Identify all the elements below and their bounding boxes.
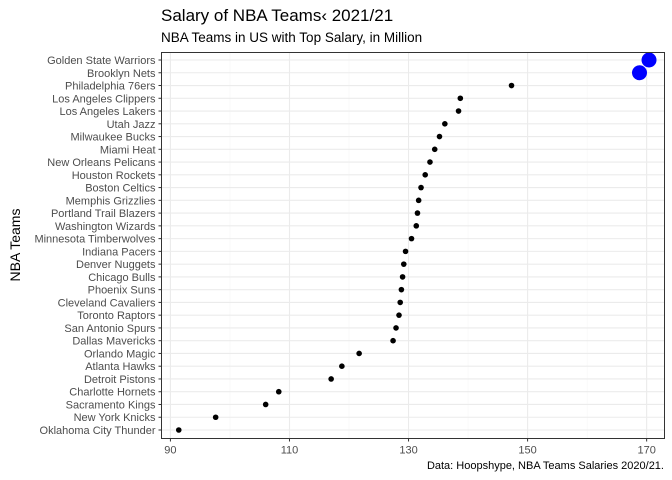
y-tick-label: Oklahoma City Thunder <box>40 425 156 437</box>
y-tick-label: Minnesota Timberwolves <box>34 234 156 246</box>
data-point <box>415 197 422 204</box>
y-tick-label: Orlando Magic <box>84 348 156 360</box>
y-tick-label: Washington Wizards <box>55 221 156 233</box>
y-tick-label: Dallas Mavericks <box>72 336 156 348</box>
data-point <box>393 325 399 331</box>
y-tick-label: Phoenix Suns <box>88 285 156 297</box>
x-tick-label: 170 <box>637 445 655 457</box>
y-tick-label: Toronto Raptors <box>77 310 156 322</box>
panel-border <box>161 52 665 439</box>
y-tick-label: Brooklyn Nets <box>87 68 156 80</box>
data-point <box>397 299 404 306</box>
data-point <box>455 108 462 114</box>
y-tick-label: New York Knicks <box>74 412 156 424</box>
data-point <box>431 146 438 153</box>
data-point <box>508 82 515 89</box>
y-tick-label: Charlotte Hornets <box>69 387 156 399</box>
y-tick-label: Portland Trail Blazers <box>51 208 156 220</box>
y-tick-label: Los Angeles Lakers <box>59 106 156 118</box>
data-point <box>396 312 402 318</box>
data-point <box>339 363 345 370</box>
x-tick-label: 150 <box>518 445 536 457</box>
x-tick-label: 90 <box>164 445 176 457</box>
data-point <box>262 401 269 408</box>
y-axis-title: NBA Teams <box>7 209 23 282</box>
chart-title: Salary of NBA Teams‹ 2021/21 <box>161 6 393 25</box>
y-tick-label: Utah Jazz <box>107 119 156 131</box>
y-tick-label: Golden State Warriors <box>47 55 156 67</box>
y-tick-label: Detroit Pistons <box>84 374 156 386</box>
data-point <box>398 286 405 293</box>
y-tick-label: Miami Heat <box>100 144 156 156</box>
y-tick-label: Houston Rockets <box>72 170 156 182</box>
data-point <box>328 376 334 382</box>
highlight-point <box>641 52 657 68</box>
y-tick-label: Boston Celtics <box>85 183 156 195</box>
data-point <box>400 261 407 267</box>
data-point <box>414 210 421 216</box>
chart-subtitle: NBA Teams in US with Top Salary, in Mill… <box>161 30 422 45</box>
x-tick-label: 110 <box>281 445 299 457</box>
y-tick-label: Memphis Grizzlies <box>66 195 156 207</box>
data-point <box>422 172 429 178</box>
y-tick-label: Philadelphia 76ers <box>65 81 156 93</box>
y-tick-label: Milwaukee Bucks <box>71 132 156 144</box>
highlight-point <box>631 65 647 81</box>
y-tick-label: Cleveland Cavaliers <box>58 297 156 309</box>
data-point <box>212 414 219 421</box>
data-point <box>457 95 464 102</box>
data-point <box>275 388 282 395</box>
chart-caption: Data: Hoopshype, NBA Teams Salaries 2020… <box>427 460 664 472</box>
y-tick-label: Indiana Pacers <box>82 246 156 258</box>
data-point <box>402 248 409 255</box>
data-point <box>356 350 362 357</box>
y-tick-label: Atlanta Hawks <box>85 361 156 373</box>
data-point <box>436 133 443 140</box>
data-point <box>399 274 406 280</box>
y-tick-label: Denver Nuggets <box>76 259 156 271</box>
y-tick-label: Chicago Bulls <box>88 272 156 284</box>
y-tick-label: Sacramento Kings <box>66 399 156 411</box>
data-point <box>442 120 448 127</box>
data-point <box>418 184 424 191</box>
data-point <box>175 427 182 433</box>
data-point <box>408 235 415 242</box>
y-tick-label: San Antonio Spurs <box>64 323 156 335</box>
data-point <box>413 223 420 229</box>
data-point <box>390 337 396 344</box>
data-point <box>427 159 433 165</box>
y-tick-label: Los Angeles Clippers <box>52 93 156 105</box>
y-tick-label: New Orleans Pelicans <box>47 157 156 169</box>
x-tick-label: 130 <box>399 445 417 457</box>
